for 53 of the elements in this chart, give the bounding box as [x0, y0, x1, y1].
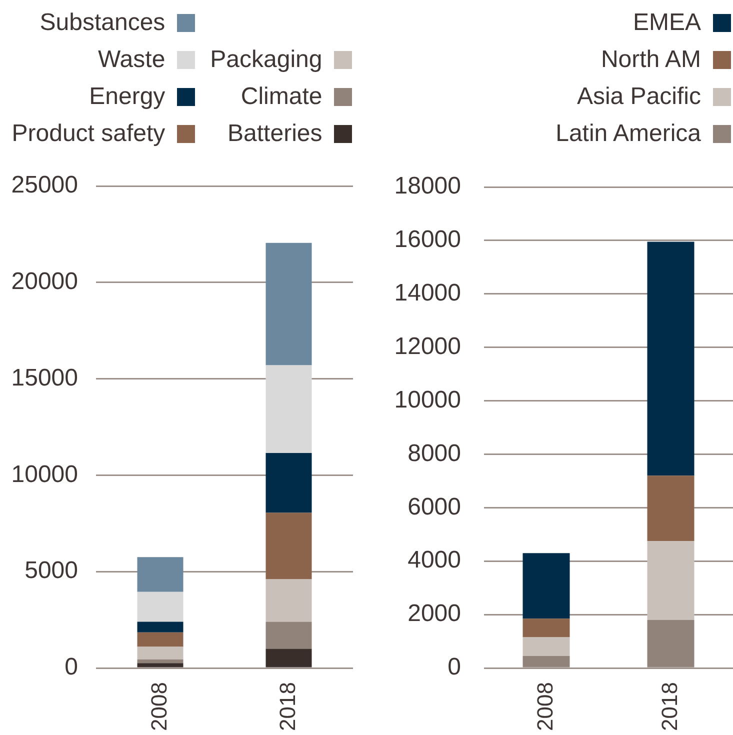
- y-tick-label: 16000: [394, 226, 461, 254]
- bar: [266, 579, 312, 622]
- bar: [137, 557, 184, 592]
- x-tick-label: 2008: [532, 682, 558, 731]
- y-tick-label: 10000: [11, 460, 78, 488]
- bar: [137, 663, 184, 668]
- y-tick-label: 0: [448, 654, 461, 681]
- y-tick-label: 18000: [394, 172, 461, 200]
- legend-label: Climate: [240, 82, 322, 110]
- bar: [522, 656, 570, 668]
- legend-label: Substances: [40, 8, 166, 36]
- y-tick-label: 8000: [408, 440, 461, 467]
- x-tick-label: 2018: [656, 682, 682, 731]
- legend-label: North AM: [600, 46, 701, 74]
- y-tick-label: 12000: [394, 332, 461, 360]
- y-tick-label: 10000: [394, 386, 461, 414]
- bar: [647, 242, 694, 476]
- bar: [647, 476, 694, 542]
- bar: [137, 592, 184, 622]
- x-tick-label: 2018: [274, 682, 300, 731]
- y-tick-label: 15000: [11, 364, 78, 392]
- bar: [647, 541, 694, 620]
- legend-label: Latin America: [556, 120, 701, 148]
- bar: [647, 620, 694, 668]
- legend-label: Waste: [98, 46, 166, 74]
- legend-label: Product safety: [12, 120, 166, 148]
- y-tick-label: 25000: [11, 172, 78, 199]
- legend-label: Energy: [89, 82, 166, 110]
- bar: [266, 242, 312, 366]
- legend-label: Packaging: [210, 46, 322, 74]
- bar: [522, 637, 570, 656]
- legend-label: Batteries: [228, 120, 322, 148]
- legend-label: Asia Pacific: [576, 82, 701, 110]
- legend-label: EMEA: [632, 8, 701, 36]
- bar: [137, 646, 184, 660]
- y-tick-label: 0: [64, 654, 78, 681]
- bar: [522, 618, 570, 638]
- y-tick-label: 20000: [11, 268, 78, 296]
- y-tick-label: 5000: [24, 557, 78, 584]
- y-tick-label: 2000: [408, 600, 461, 628]
- x-tick-label: 2008: [146, 682, 172, 731]
- y-tick-label: 14000: [394, 280, 461, 307]
- bar: [522, 553, 570, 619]
- bar: [266, 365, 312, 454]
- bar: [266, 622, 312, 649]
- bar: [137, 622, 184, 632]
- y-tick-label: 4000: [408, 546, 461, 574]
- bar: [266, 453, 312, 513]
- bar: [266, 512, 312, 580]
- y-tick-label: 6000: [408, 493, 461, 520]
- bar: [137, 659, 184, 664]
- bar: [266, 648, 312, 668]
- bar: [137, 632, 184, 647]
